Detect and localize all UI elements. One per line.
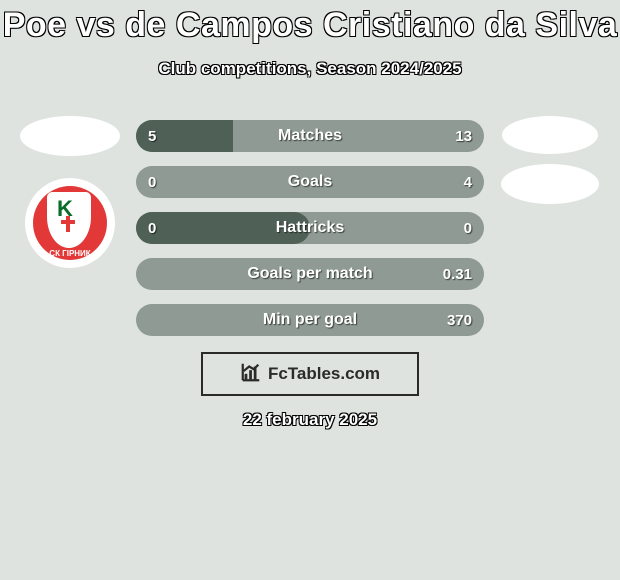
subtitle: Club competitions, Season 2024/2025 xyxy=(0,59,620,79)
footer-brand-text: FcTables.com xyxy=(268,364,380,384)
stat-label: Min per goal xyxy=(136,311,484,329)
club-subtext: СК ГІРНИК xyxy=(25,249,115,258)
footer-brand-banner: FcTables.com xyxy=(201,352,419,396)
stat-label: Matches xyxy=(136,127,484,145)
right-flag-bottom-icon xyxy=(501,164,599,204)
club-logo-bg xyxy=(33,186,107,260)
stat-bar: 0Hattricks0 xyxy=(136,212,484,244)
stats-bars: 5Matches130Goals40Hattricks0Goals per ma… xyxy=(136,120,484,336)
right-flag-top-icon xyxy=(502,116,598,154)
stat-right-value: 0.31 xyxy=(443,266,472,283)
stat-right-value: 4 xyxy=(464,174,472,191)
right-badge-column xyxy=(490,116,610,204)
page-title: Poe vs de Campos Cristiano da Silva xyxy=(0,0,620,45)
stat-bar: Goals per match0.31 xyxy=(136,258,484,290)
stat-label: Goals xyxy=(136,173,484,191)
left-club-logo: K СК ГІРНИК xyxy=(25,178,115,268)
chart-icon xyxy=(240,361,262,388)
stat-right-value: 0 xyxy=(464,220,472,237)
stat-right-value: 370 xyxy=(447,312,472,329)
club-cross-icon xyxy=(61,216,75,232)
stat-label: Goals per match xyxy=(136,265,484,283)
left-badge-column: K СК ГІРНИК xyxy=(10,116,130,268)
club-letter: K xyxy=(57,196,73,222)
stat-bar: 0Goals4 xyxy=(136,166,484,198)
stat-bar: Min per goal370 xyxy=(136,304,484,336)
club-shield-icon xyxy=(47,192,91,248)
stat-bar: 5Matches13 xyxy=(136,120,484,152)
stat-label: Hattricks xyxy=(136,219,484,237)
footer-date: 22 february 2025 xyxy=(0,410,620,430)
left-flag-icon xyxy=(20,116,120,156)
comparison-container: Poe vs de Campos Cristiano da Silva Club… xyxy=(0,0,620,580)
stat-right-value: 13 xyxy=(455,128,472,145)
